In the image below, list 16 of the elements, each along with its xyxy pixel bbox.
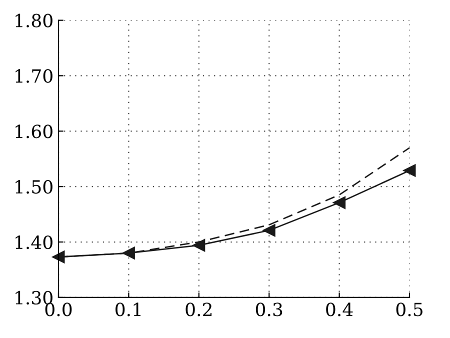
point: [192, 239, 206, 252]
x-tick-label: 0.2: [186, 302, 212, 316]
x-tick-label: 0.0: [45, 302, 72, 316]
x-tick-label: 0.5: [396, 302, 422, 316]
x-tick-label: 0.4: [326, 302, 353, 316]
y-tick-label: 1.60: [16, 124, 52, 138]
x-tick-label: 0.3: [256, 302, 282, 316]
y-tick-label: 1.80: [16, 14, 52, 28]
y-tick-label: 1.30: [16, 290, 52, 305]
point: [333, 196, 346, 209]
y-tick-label: 1.70: [16, 69, 52, 83]
x-tick-label: 0.1: [116, 302, 140, 316]
y-tick-label: 1.50: [16, 180, 52, 194]
point: [403, 164, 416, 177]
point: [262, 224, 276, 237]
y-tick-label: 1.40: [16, 235, 52, 250]
